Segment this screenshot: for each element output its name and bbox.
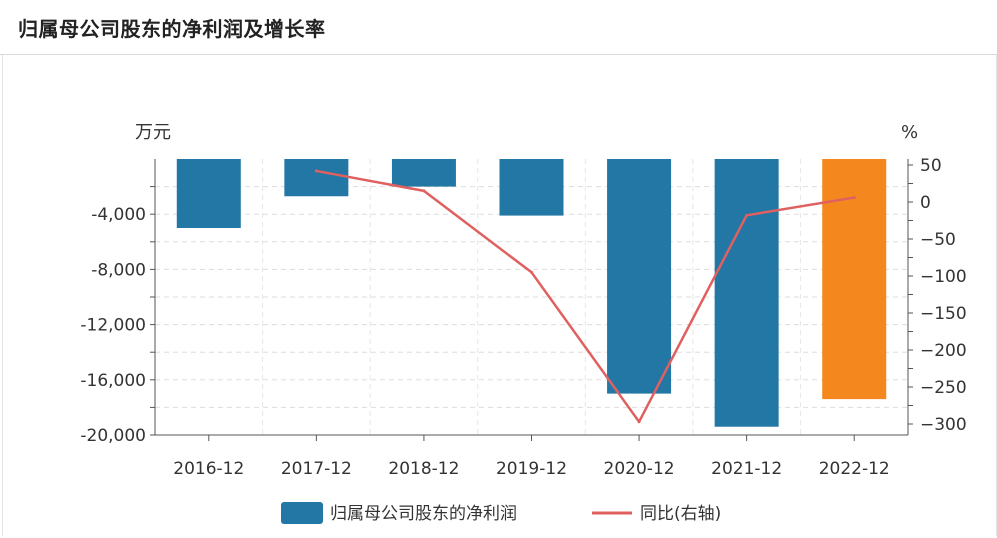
right-axis-tick-label: −250 [920, 378, 967, 398]
bars [176, 159, 887, 427]
x-axis-tick-label: 2021-12 [711, 459, 782, 479]
bar-2020-12 [607, 159, 672, 394]
header: 归属母公司股东的净利润及增长率 [0, 0, 997, 55]
bar-2022-12 [822, 159, 887, 400]
left-axis-tick-label: -16,000 [80, 371, 146, 391]
right-axis-tick-label: 50 [920, 156, 942, 176]
growth-point-2017-12 [314, 169, 318, 173]
left-axis-tick-label: -20,000 [80, 426, 146, 446]
x-axis-tick-label: 2022-12 [819, 459, 890, 479]
right-axis-tick-label: −150 [920, 304, 967, 324]
right-axis-tick-label: 0 [920, 193, 931, 213]
left-axis-unit: 万元 [135, 122, 171, 143]
x-axis-tick-label: 2019-12 [496, 459, 567, 479]
chart-title: 归属母公司股东的净利润及增长率 [18, 17, 326, 41]
growth-point-2018-12 [422, 189, 426, 193]
legend-bar-label[interactable]: 归属母公司股东的净利润 [330, 504, 517, 524]
left-axis-tick-label: -12,000 [80, 316, 146, 336]
growth-point-2020-12 [637, 420, 641, 424]
left-axis-tick-label: -4,000 [91, 205, 146, 225]
bar-2019-12 [499, 159, 564, 216]
growth-point-2019-12 [530, 270, 533, 274]
x-axis-tick-label: 2018-12 [388, 459, 459, 479]
left-axis-tick-label: -8,000 [91, 260, 146, 280]
right-axis-tick-label: −50 [920, 230, 956, 250]
legend: 归属母公司股东的净利润 同比(右轴) [281, 502, 721, 524]
growth-line-path [316, 169, 855, 424]
growth-line [314, 169, 856, 424]
growth-point-2022-12 [852, 196, 856, 200]
right-axis-tick-label: −100 [920, 267, 967, 287]
bar-2021-12 [714, 159, 779, 427]
legend-bar-swatch[interactable] [281, 502, 323, 524]
right-axis-unit: % [901, 122, 918, 143]
right-axis-tick-label: −200 [920, 341, 967, 361]
legend-line-label[interactable]: 同比(右轴) [640, 504, 721, 524]
growth-point-2021-12 [745, 213, 749, 217]
x-axis-tick-label: 2017-12 [281, 459, 352, 479]
x-axis-tick-label: 2020-12 [604, 459, 675, 479]
x-axis-tick-label: 2016-12 [173, 459, 244, 479]
bar-2018-12 [391, 159, 456, 187]
bar-2016-12 [176, 159, 241, 228]
right-axis-tick-label: −300 [920, 415, 967, 435]
grid [155, 159, 908, 435]
bar-2017-12 [284, 159, 349, 197]
axes: -4,000 -8,000 -12,000 -16,000 -20,000 50 0 −50 −… [80, 156, 966, 479]
